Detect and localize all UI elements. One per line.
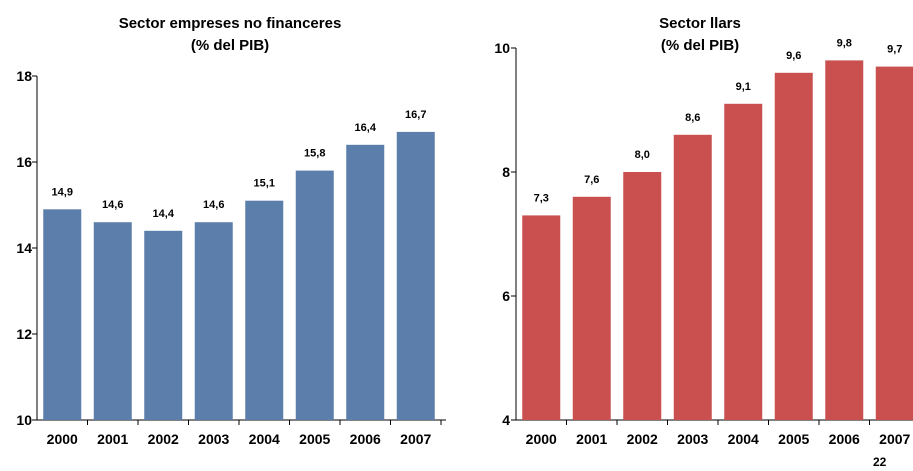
bar — [144, 230, 183, 420]
data-label: 14,6 — [102, 199, 123, 211]
data-label: 9,1 — [736, 81, 751, 93]
bar — [724, 103, 763, 421]
y-tick-label: 6 — [502, 288, 510, 304]
chart-title-line: (% del PIB) — [191, 37, 269, 54]
data-label: 14,9 — [52, 186, 73, 198]
page-number: 22 — [873, 455, 887, 469]
x-tick-label: 2002 — [627, 431, 658, 447]
y-tick-label: 12 — [16, 326, 32, 342]
data-label: 7,6 — [584, 174, 599, 186]
data-label: 16,7 — [405, 109, 426, 121]
bar — [245, 200, 284, 420]
x-tick-label: 2005 — [778, 431, 809, 447]
y-tick-label: 10 — [494, 40, 510, 56]
bar — [194, 222, 233, 420]
bar — [295, 170, 334, 420]
x-tick-label: 2000 — [526, 431, 557, 447]
bar — [346, 144, 385, 421]
data-label: 8,0 — [635, 149, 650, 161]
bar — [875, 66, 913, 420]
chart-title-line: Sector llars — [659, 15, 741, 32]
data-label: 14,6 — [203, 199, 224, 211]
y-tick-label: 16 — [16, 154, 32, 170]
bar — [43, 209, 82, 420]
x-tick-label: 2003 — [198, 431, 229, 447]
data-label: 9,7 — [887, 44, 902, 56]
bar — [623, 172, 662, 420]
y-tick-label: 10 — [16, 412, 32, 428]
x-tick-label: 2006 — [350, 431, 381, 447]
bar — [825, 60, 864, 421]
y-tick-label: 14 — [16, 240, 32, 256]
x-tick-label: 2002 — [148, 431, 179, 447]
x-tick-label: 2005 — [299, 431, 330, 447]
bar — [396, 131, 435, 420]
bar — [572, 196, 611, 420]
data-label: 8,6 — [685, 112, 700, 124]
x-tick-label: 2007 — [400, 431, 431, 447]
data-label: 15,8 — [304, 148, 325, 160]
data-label: 14,4 — [153, 208, 175, 220]
x-tick-label: 2004 — [249, 431, 280, 447]
data-label: 9,8 — [837, 37, 852, 49]
y-tick-label: 8 — [502, 164, 510, 180]
chart-title-line: Sector empreses no financeres — [119, 15, 342, 32]
y-tick-label: 4 — [502, 412, 510, 428]
bar — [522, 215, 561, 420]
x-tick-label: 2004 — [728, 431, 759, 447]
x-tick-label: 2000 — [47, 431, 78, 447]
y-tick-label: 18 — [16, 68, 32, 84]
x-tick-label: 2001 — [97, 431, 128, 447]
bar — [673, 134, 712, 421]
x-tick-label: 2001 — [576, 431, 607, 447]
data-label: 9,6 — [786, 50, 801, 62]
x-tick-label: 2003 — [677, 431, 708, 447]
bar — [93, 222, 132, 420]
chart-llars: Sector llars (% del PIB) 4 6 8 10 7,3 2000 7,6 20… — [494, 15, 913, 447]
x-tick-label: 2006 — [829, 431, 860, 447]
chart-title-line: (% del PIB) — [661, 37, 739, 54]
data-label: 16,4 — [355, 122, 377, 134]
bar — [774, 72, 813, 421]
x-tick-label: 2007 — [879, 431, 910, 447]
data-label: 7,3 — [534, 192, 549, 204]
data-label: 15,1 — [254, 178, 275, 190]
chart-empreses-no-financeres: Sector empreses no financeres (% del PIB)… — [16, 15, 446, 447]
